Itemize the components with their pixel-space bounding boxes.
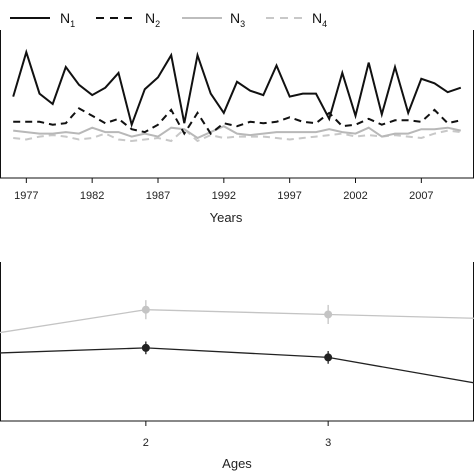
top-x-tick-label: 2002 (343, 190, 367, 202)
top-x-axis-title: Years (210, 210, 243, 225)
age-point-black (141, 343, 150, 352)
legend-label-n1-sub: 1 (70, 19, 75, 29)
legend-label-n2-sub: 2 (155, 19, 160, 29)
bottom-x-axis-title: Ages (222, 456, 252, 471)
top-x-tick-label: 2007 (409, 190, 433, 202)
top-legend: N1 N2 N3 N4 (10, 10, 327, 29)
legend-label-n2: N2 (145, 10, 160, 29)
legend-label-n1-base: N (60, 10, 70, 26)
legend-label-n4-sub: 4 (322, 19, 327, 29)
legend-label-n1: N1 (60, 10, 75, 29)
series-line-n3 (13, 125, 462, 140)
legend-label-n2-base: N (145, 10, 155, 26)
legend-label-n3-base: N (230, 10, 240, 26)
top-chart: 1977 1982 1987 1992 1997 2002 2007 Years (0, 30, 474, 225)
top-x-tick-label: 1982 (80, 190, 104, 202)
top-series-group (12, 48, 462, 143)
age-series-line-black (0, 347, 474, 384)
age-series-line-gray (0, 309, 474, 334)
legend-label-n3: N3 (230, 10, 245, 29)
top-x-tick-label: 1992 (212, 190, 236, 202)
bottom-series-group (0, 300, 474, 384)
age-point-black (324, 353, 333, 362)
top-x-tick-label: 1997 (277, 190, 301, 202)
bottom-x-tick-label: 3 (325, 437, 331, 449)
top-x-tick-label: 1987 (146, 190, 170, 202)
bottom-x-tick-label: 2 (143, 437, 149, 449)
age-point-gray (141, 305, 150, 314)
series-line-n2 (13, 107, 462, 136)
legend-label-n3-sub: 3 (240, 19, 245, 29)
top-x-ticks: 1977 1982 1987 1992 1997 2002 2007 (14, 178, 434, 202)
series-line-n4 (13, 127, 461, 143)
legend-label-n4: N4 (312, 10, 327, 29)
top-x-tick-label: 1977 (14, 190, 38, 202)
series-line-n1 (12, 48, 462, 129)
legend-label-n4-base: N (312, 10, 322, 26)
age-point-gray (324, 310, 333, 319)
